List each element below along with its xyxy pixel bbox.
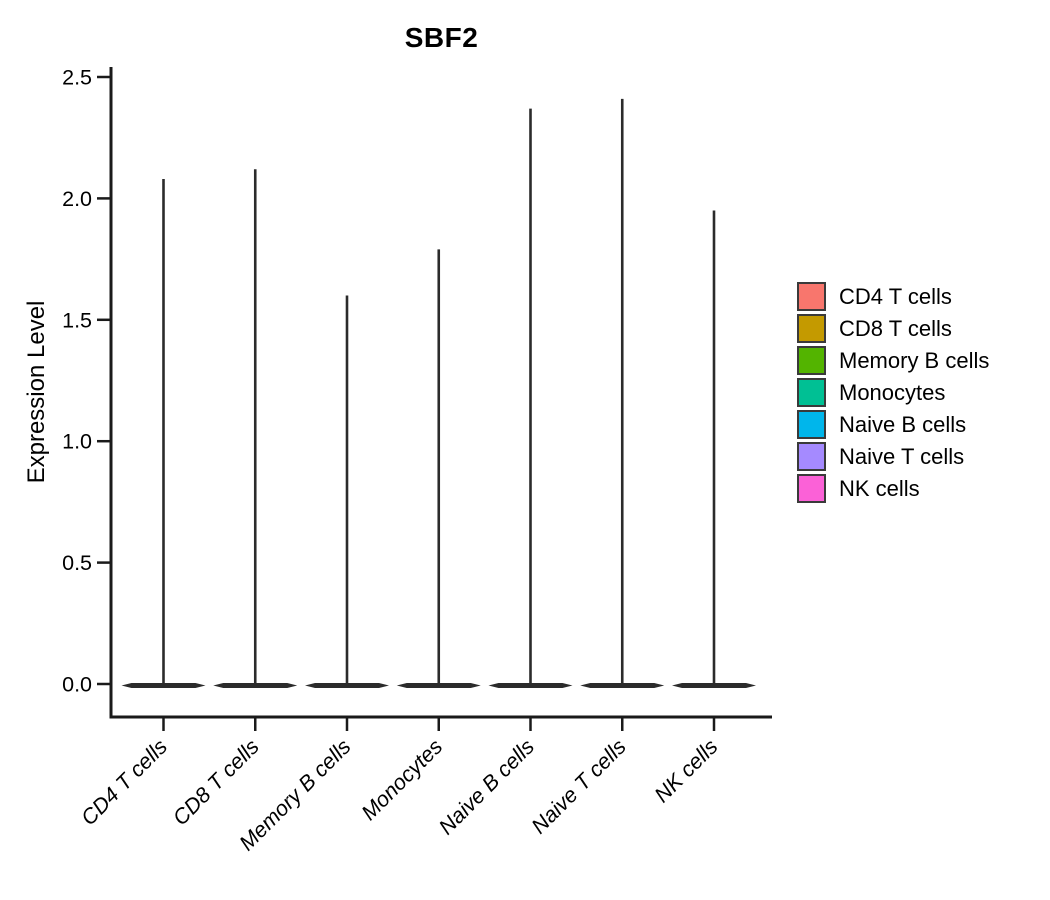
legend-color-swatch	[797, 378, 826, 407]
y-tick-label: 2.0	[62, 187, 92, 211]
legend-label: Naive T cells	[839, 444, 965, 469]
y-tick-label: 0.0	[62, 673, 92, 697]
violin-base	[396, 683, 481, 688]
x-tick-label: Naive T cells	[527, 734, 631, 838]
legend-item: CD4 T cells	[797, 282, 989, 311]
legend-item: CD8 T cells	[797, 314, 989, 343]
legend-item: NK cells	[797, 474, 989, 503]
chart-title: SBF2	[404, 22, 479, 53]
violin-base	[121, 683, 206, 688]
legend-color-swatch	[797, 474, 826, 503]
legend-label: CD4 T cells	[839, 284, 952, 309]
legend-color-swatch	[797, 442, 826, 471]
legend-label: Naive B cells	[839, 412, 967, 437]
legend-item: Monocytes	[797, 378, 989, 407]
legend-item: Naive T cells	[797, 442, 989, 471]
legend-color-swatch	[797, 410, 826, 439]
x-tick-label: CD4 T cells	[76, 734, 172, 830]
x-tick-label: Naive B cells	[434, 734, 539, 839]
legend-label: CD8 T cells	[839, 316, 952, 341]
legend-color-swatch	[797, 346, 826, 375]
y-tick-label: 1.0	[62, 430, 92, 454]
legend-color-swatch	[797, 282, 826, 311]
violin-base	[672, 683, 756, 688]
legend: CD4 T cells CD8 T cells Memory B cells Mono…	[797, 282, 989, 503]
legend-item: Naive B cells	[797, 410, 989, 439]
y-tick-label: 1.5	[62, 308, 92, 332]
y-tick-label: 2.5	[62, 66, 92, 90]
violin-base	[305, 683, 389, 688]
violin-base	[213, 683, 298, 688]
legend-label: Monocytes	[839, 380, 946, 405]
violin-base	[580, 683, 665, 688]
violin-base	[488, 683, 573, 688]
x-tick-label: NK cells	[650, 734, 723, 807]
y-tick-label: 0.5	[62, 551, 92, 575]
legend-label: NK cells	[839, 476, 920, 501]
x-tick-label: Monocytes	[357, 734, 448, 825]
legend-label: Memory B cells	[839, 348, 990, 373]
legend-item: Memory B cells	[797, 346, 989, 375]
x-tick-label: CD8 T cells	[168, 734, 264, 830]
legend-color-swatch	[797, 314, 826, 343]
